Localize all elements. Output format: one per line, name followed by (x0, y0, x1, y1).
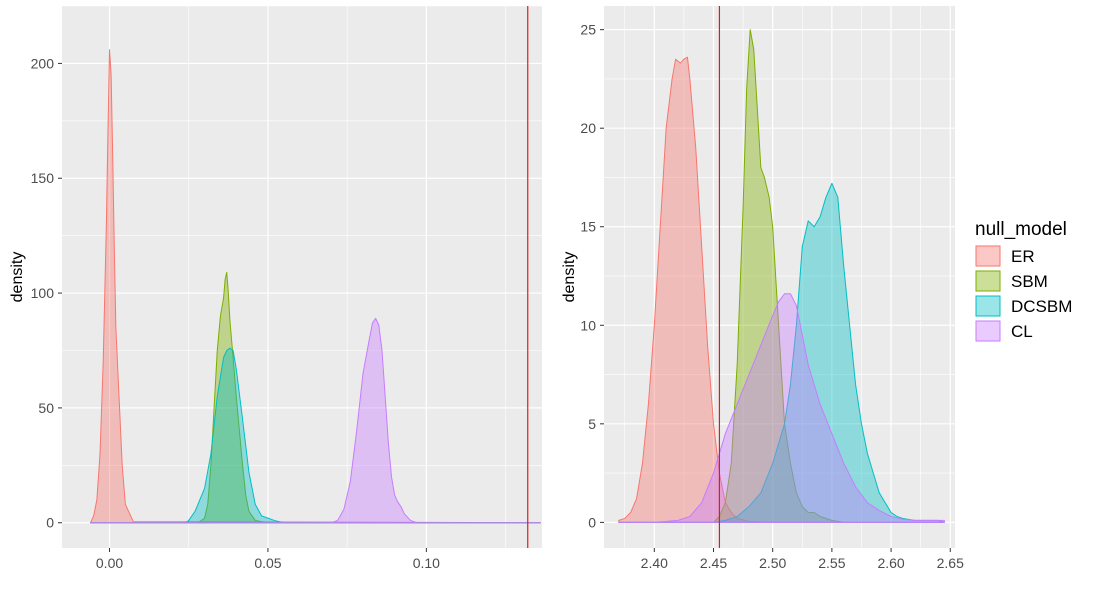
y-tick-label: 0 (46, 515, 54, 531)
x-tick-label: 0.05 (254, 555, 281, 571)
y-tick-label: 5 (588, 416, 596, 432)
legend-title: null_model (975, 219, 1067, 240)
x-tick-label: 2.60 (877, 555, 904, 571)
density-area-sbm (618, 29, 945, 523)
y-axis-title: density (561, 252, 578, 303)
density-area-cl (90, 317, 541, 524)
x-tick-label: 0.10 (413, 555, 440, 571)
legend: null_model ER SBM DCSBM CL (975, 219, 1072, 342)
legend-label-er: ER (1011, 247, 1035, 266)
legend-item-dcsbm: DCSBM (975, 295, 1072, 317)
legend-label-dcsbm: DCSBM (1011, 297, 1072, 316)
legend-label-cl: CL (1011, 322, 1033, 341)
legend-key-sbm (975, 270, 1001, 292)
legend-key-cl (975, 320, 1001, 342)
y-tick-label: 15 (580, 219, 596, 235)
panel-background (62, 6, 542, 548)
panel-background (604, 6, 955, 548)
y-tick-label: 50 (38, 400, 54, 416)
density-area-sbm (90, 271, 541, 524)
legend-key-dcsbm (975, 295, 1001, 317)
x-tick-label: 2.65 (937, 555, 964, 571)
legend-item-er: ER (975, 245, 1035, 267)
y-tick-label: 100 (31, 285, 55, 301)
y-axis-title: density (9, 252, 26, 303)
y-tick-label: 150 (31, 170, 55, 186)
density-area-er (90, 49, 541, 524)
y-tick-label: 0 (588, 514, 596, 530)
density-area-dcsbm (618, 182, 945, 523)
right-density-chart: 2.40 2.45 2.50 2.55 2.60 2.65 0 5 10 15 20 25 densit… (561, 6, 964, 571)
y-tick-label: 25 (580, 22, 596, 38)
y-tick-label: 20 (580, 120, 596, 136)
y-tick-label: 200 (31, 55, 55, 71)
density-area-dcsbm (90, 347, 541, 524)
density-area-er (618, 56, 945, 523)
x-tick-label: 2.45 (700, 555, 727, 571)
x-tick-label: 2.55 (818, 555, 845, 571)
legend-key-er (975, 245, 1001, 267)
x-tick-label: 2.40 (641, 555, 668, 571)
legend-item-cl: CL (975, 320, 1033, 342)
x-tick-label: 2.50 (759, 555, 786, 571)
legend-label-sbm: SBM (1011, 272, 1048, 291)
y-tick-label: 10 (580, 317, 596, 333)
legend-item-sbm: SBM (975, 270, 1048, 292)
left-density-chart: 0.00 0.05 0.10 0 50 100 150 200 density (9, 5, 542, 571)
x-tick-label: 0.00 (96, 555, 123, 571)
density-area-cl (618, 293, 945, 523)
